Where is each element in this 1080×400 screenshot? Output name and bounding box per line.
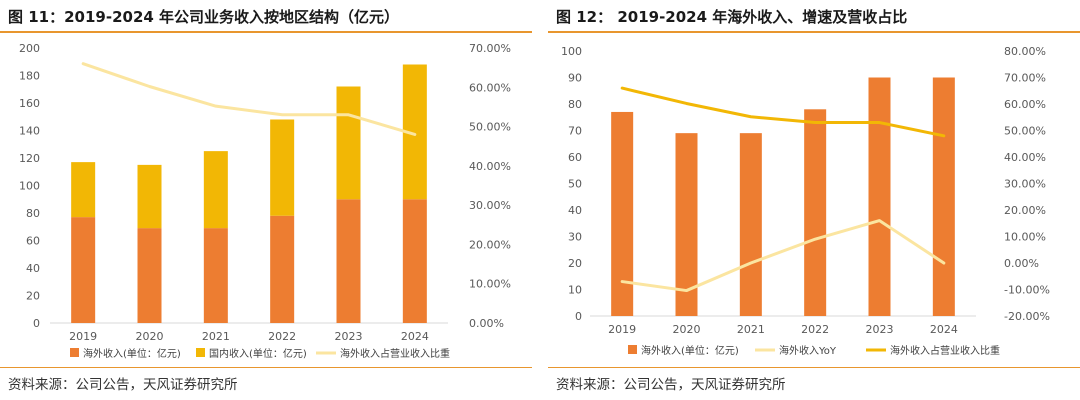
y-left-tick-label: 60 xyxy=(26,235,40,248)
y-right-tick-label: 40.00% xyxy=(469,160,511,173)
bar xyxy=(137,164,162,229)
y-right-tick-label: 60.00% xyxy=(1004,98,1046,111)
y-left-tick-label: 90 xyxy=(568,72,582,85)
y-right-tick-label: 20.00% xyxy=(469,238,511,251)
figure-12-panel: 图 12： 2019-2024 年海外收入、增速及营收占比 0 10 20 30 40 5… xyxy=(548,0,1080,400)
source-note: 资料来源：公司公告，天风证券研究所 xyxy=(556,377,786,393)
y-left-tick-label: 20 xyxy=(26,290,40,303)
bar xyxy=(402,199,427,323)
figure-title: 图 11：2019-2024 年公司业务收入按地区结构（亿元） xyxy=(8,8,400,26)
legend-label: 海外收入占营业收入比重 xyxy=(890,344,1000,357)
x-tick-label: 2022 xyxy=(268,330,296,343)
y-right-tick-label: 0.00% xyxy=(1004,257,1039,270)
y-left-tick-label: 100 xyxy=(19,180,40,193)
y-right-tick-label: -20.00% xyxy=(1004,310,1050,323)
y-left-tick-label: 40 xyxy=(568,204,582,217)
y-left-tick-label: 50 xyxy=(568,178,582,191)
y-left-tick-label: 70 xyxy=(568,125,582,138)
x-tick-label: 2024 xyxy=(401,330,429,343)
series-line xyxy=(620,219,946,293)
bar xyxy=(270,119,295,216)
legend-label: 海外收入(单位：亿元) xyxy=(641,344,739,357)
y-left-tick-label: 80 xyxy=(26,207,40,220)
legend-swatch xyxy=(628,345,637,354)
bar xyxy=(203,228,228,323)
y-left-tick-label: 30 xyxy=(568,231,582,244)
x-tick-label: 2021 xyxy=(737,323,765,336)
legend-label: 海外收入占营业收入比重 xyxy=(340,347,450,360)
y-left-tick-label: 200 xyxy=(19,42,40,55)
bar xyxy=(868,77,891,316)
x-tick-label: 2020 xyxy=(673,323,701,336)
source-note: 资料来源：公司公告，天风证券研究所 xyxy=(8,377,238,393)
source-divider xyxy=(0,367,532,368)
x-tick-label: 2023 xyxy=(335,330,363,343)
y-left-tick-label: 180 xyxy=(19,70,40,83)
y-right-tick-label: 80.00% xyxy=(1004,45,1046,58)
y-left-tick-label: 10 xyxy=(568,284,582,297)
y-left-tick-label: 80 xyxy=(568,98,582,111)
y-left-tick-label: 0 xyxy=(33,317,40,330)
bar xyxy=(270,215,295,323)
y-right-tick-label: 30.00% xyxy=(469,199,511,212)
y-right-tick-label: 70.00% xyxy=(1004,72,1046,85)
figure-title: 图 12： 2019-2024 年海外收入、增速及营收占比 xyxy=(556,8,908,26)
bar xyxy=(137,228,162,323)
y-right-tick-label: 50.00% xyxy=(1004,125,1046,138)
title-underline xyxy=(0,31,532,33)
bar xyxy=(203,151,228,229)
x-tick-label: 2019 xyxy=(69,330,97,343)
x-tick-label: 2021 xyxy=(202,330,230,343)
bar xyxy=(71,162,96,218)
y-left-tick-label: 40 xyxy=(26,262,40,275)
legend-label: 国内收入(单位：亿元) xyxy=(209,347,307,360)
legend-swatch xyxy=(70,348,79,357)
y-right-tick-label: 0.00% xyxy=(469,317,504,330)
y-right-tick-label: 70.00% xyxy=(469,42,511,55)
bar xyxy=(932,77,955,316)
x-tick-label: 2022 xyxy=(801,323,829,336)
y-left-tick-label: 20 xyxy=(568,257,582,270)
y-left-tick-label: 140 xyxy=(19,125,40,138)
y-right-tick-label: 10.00% xyxy=(469,278,511,291)
y-right-tick-label: 30.00% xyxy=(1004,178,1046,191)
bar xyxy=(336,199,361,323)
series-line xyxy=(81,62,417,136)
source-divider xyxy=(548,367,1080,368)
legend-label: 海外收入YoY xyxy=(779,344,837,357)
bar xyxy=(739,133,762,316)
y-left-tick-label: 120 xyxy=(19,152,40,165)
x-tick-label: 2023 xyxy=(866,323,894,336)
title-underline xyxy=(548,31,1080,33)
y-right-tick-label: 40.00% xyxy=(1004,151,1046,164)
series-line xyxy=(620,86,946,138)
y-left-tick-label: 0 xyxy=(575,310,582,323)
overseas-revenue-chart: 0 10 20 30 40 50 60 70 80 90 100 -20.00% -10.00% 0.00… xyxy=(561,45,1050,357)
bar xyxy=(804,109,827,316)
figure-11-panel: 图 11：2019-2024 年公司业务收入按地区结构（亿元） 0 20 40 60 8… xyxy=(0,0,532,400)
bar xyxy=(71,217,96,323)
x-tick-label: 2019 xyxy=(608,323,636,336)
legend-swatch xyxy=(196,348,205,357)
y-left-tick-label: 60 xyxy=(568,151,582,164)
x-tick-label: 2020 xyxy=(136,330,164,343)
y-right-tick-label: -10.00% xyxy=(1004,284,1050,297)
y-left-tick-label: 160 xyxy=(19,97,40,110)
bar xyxy=(336,86,361,200)
y-left-tick-label: 100 xyxy=(561,45,582,58)
y-right-tick-label: 20.00% xyxy=(1004,204,1046,217)
bar xyxy=(675,133,698,316)
bar xyxy=(611,111,634,316)
x-tick-label: 2024 xyxy=(930,323,958,336)
region-revenue-chart: 0 20 40 60 80 100 120 140 160 180 200 0.00% 10.00% 20… xyxy=(19,42,511,360)
legend-label: 海外收入(单位：亿元) xyxy=(83,347,181,360)
y-right-tick-label: 10.00% xyxy=(1004,231,1046,244)
y-right-tick-label: 50.00% xyxy=(469,121,511,134)
y-right-tick-label: 60.00% xyxy=(469,81,511,94)
